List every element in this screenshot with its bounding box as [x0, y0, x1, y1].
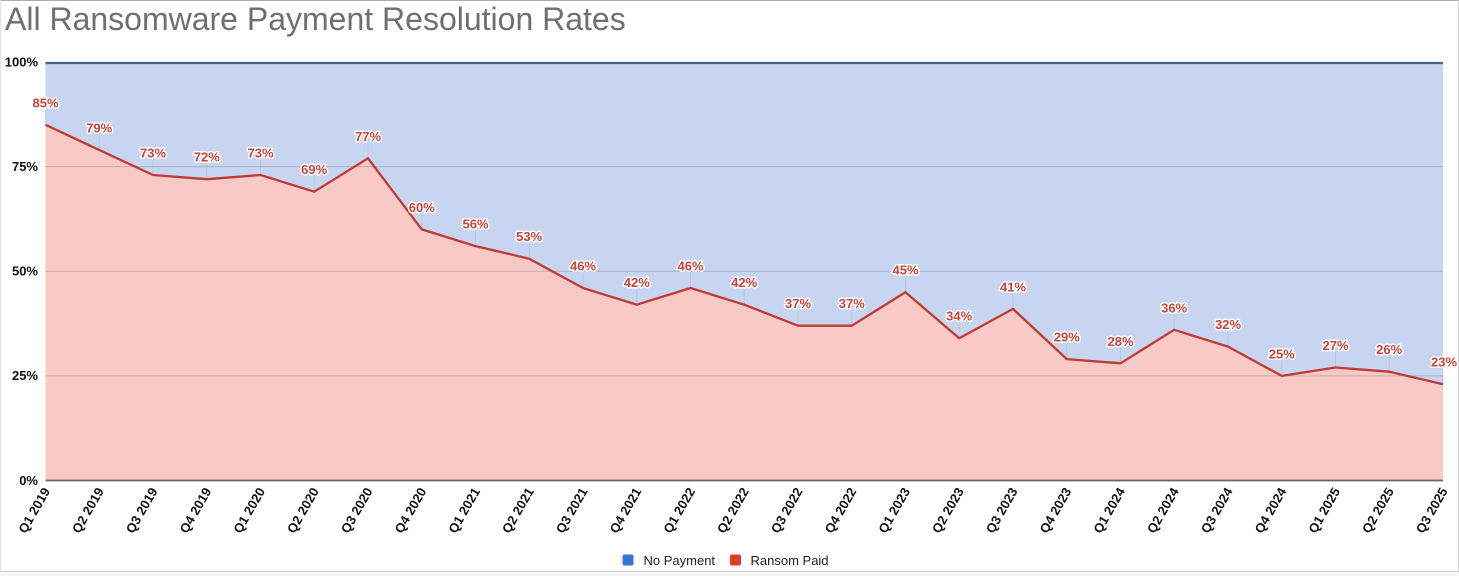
svg-text:53%: 53% [516, 229, 542, 244]
svg-text:46%: 46% [570, 259, 596, 274]
svg-text:36%: 36% [1161, 300, 1187, 315]
svg-text:29%: 29% [1054, 330, 1080, 345]
svg-text:41%: 41% [1000, 279, 1026, 294]
svg-text:25%: 25% [12, 368, 38, 383]
svg-text:27%: 27% [1322, 338, 1348, 353]
svg-text:37%: 37% [785, 296, 811, 311]
svg-text:42%: 42% [624, 275, 650, 290]
svg-text:60%: 60% [409, 200, 435, 215]
svg-text:34%: 34% [946, 309, 972, 324]
svg-text:56%: 56% [462, 217, 488, 232]
svg-text:72%: 72% [194, 150, 220, 165]
svg-text:75%: 75% [12, 159, 38, 174]
svg-text:100%: 100% [5, 54, 39, 69]
svg-text:32%: 32% [1215, 317, 1241, 332]
svg-text:46%: 46% [677, 259, 703, 274]
svg-text:69%: 69% [301, 162, 327, 177]
svg-text:37%: 37% [839, 296, 865, 311]
svg-text:85%: 85% [32, 95, 58, 110]
svg-text:73%: 73% [247, 146, 273, 161]
svg-text:No Payment: No Payment [644, 553, 716, 568]
svg-text:25%: 25% [1269, 346, 1295, 361]
svg-text:73%: 73% [140, 146, 166, 161]
svg-text:50%: 50% [12, 264, 38, 279]
svg-text:45%: 45% [892, 263, 918, 278]
svg-text:Ransom Paid: Ransom Paid [751, 553, 829, 568]
svg-text:79%: 79% [86, 120, 112, 135]
svg-text:0%: 0% [19, 473, 38, 488]
svg-text:28%: 28% [1107, 334, 1133, 349]
svg-text:77%: 77% [355, 129, 381, 144]
svg-text:All Ransomware Payment Resolut: All Ransomware Payment Resolution Rates [5, 1, 626, 37]
svg-text:42%: 42% [731, 275, 757, 290]
svg-text:26%: 26% [1376, 342, 1402, 357]
svg-text:23%: 23% [1431, 355, 1457, 370]
